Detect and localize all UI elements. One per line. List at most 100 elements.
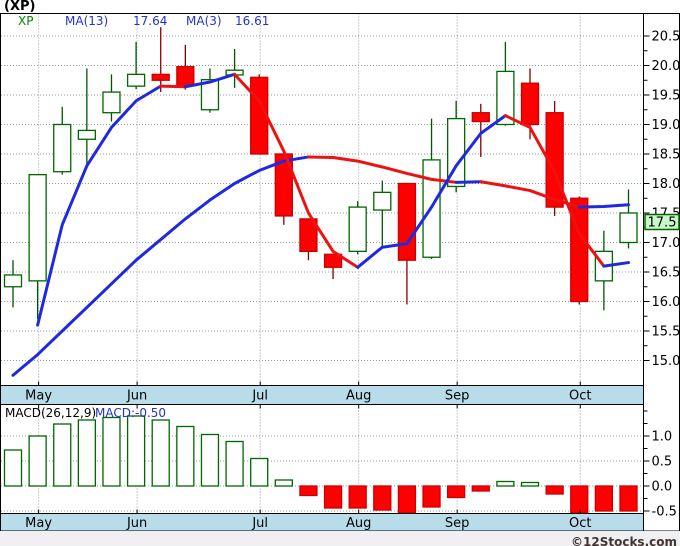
candle	[471, 103, 490, 157]
ma3-line-up-segment	[356, 114, 507, 269]
macd-legend-label: MACD(26,12,9)	[5, 406, 96, 420]
legend-ma3-label: MA(3)	[186, 14, 222, 28]
macd-bar	[373, 485, 392, 511]
candle-body	[3, 274, 23, 288]
candle	[422, 118, 441, 260]
ma13-line-down-segment	[479, 180, 581, 209]
candle	[496, 41, 515, 126]
price-axis-label: 20.0	[652, 59, 680, 74]
month-band	[0, 385, 644, 405]
ma13-line-up-segment	[577, 203, 630, 209]
macd-bar	[545, 485, 564, 495]
macd-bar	[397, 485, 417, 514]
candle-body	[200, 79, 220, 111]
candle	[3, 260, 23, 308]
macd-bar	[126, 415, 146, 487]
candle-body	[496, 70, 515, 126]
month-label: Sep	[445, 516, 470, 531]
candle	[348, 201, 367, 255]
macd-bar	[53, 423, 72, 487]
ma3-line-down-segment	[233, 72, 360, 269]
ma3-line-up-segment	[36, 84, 163, 327]
candle-body	[323, 253, 343, 268]
candle-body	[348, 206, 367, 253]
macd-legend: MACD(26,12,9) MACD:-0.50	[5, 406, 166, 420]
macd-bar	[225, 440, 244, 487]
price-axis-label: 16.0	[652, 295, 680, 310]
symbol-title: (XP)	[4, 0, 36, 14]
candle	[151, 27, 170, 93]
macd-legend-value: MACD:-0.50	[95, 406, 166, 420]
candle	[323, 253, 343, 280]
price-legend: XP MA(13) 17.64 MA(3) 16.61	[18, 14, 269, 28]
candle-body	[28, 173, 47, 282]
month-label: Sep	[445, 389, 470, 404]
candle	[102, 74, 121, 122]
macd-bar	[520, 481, 540, 487]
candle-body	[77, 129, 97, 140]
ma3-line-up-segment	[602, 261, 630, 268]
month-label: Oct	[569, 389, 591, 404]
macd-axis-label: 0.0	[652, 480, 673, 495]
moving-average-lines	[11, 72, 630, 377]
macd-bar	[151, 419, 170, 487]
macd-bar	[3, 449, 23, 487]
price-axis-label: 19.0	[652, 118, 680, 133]
last-price-tag: 17.5	[644, 213, 680, 231]
ma13-line-down-segment	[306, 155, 458, 184]
candle	[274, 153, 293, 225]
macd-bar	[299, 485, 318, 497]
candle-body	[53, 123, 72, 173]
candle-body	[520, 82, 540, 126]
month-label: Jun	[126, 516, 147, 531]
gridlines	[1, 13, 644, 514]
candle-body	[471, 112, 490, 123]
price-axis-label: 18.0	[652, 177, 680, 192]
candle	[126, 41, 146, 90]
macd-bar	[323, 485, 343, 509]
price-axis-label: 16.5	[652, 266, 680, 281]
candlestick-series	[3, 27, 638, 320]
footer-strip: ©12Stocks.com	[0, 531, 680, 546]
price-axis-label: 15.0	[652, 354, 680, 369]
price-axis-label: 17.0	[652, 236, 680, 251]
ma13-line-up-segment	[11, 155, 310, 377]
price-axis-label: 19.5	[652, 89, 680, 104]
candle-body	[570, 197, 589, 303]
month-band	[0, 513, 644, 532]
macd-bar	[348, 485, 367, 509]
month-label: Oct	[569, 516, 591, 531]
macd-bar	[200, 433, 220, 487]
legend-ma13-value: 17.64	[133, 14, 167, 28]
candle-body	[619, 212, 638, 244]
candle-body	[176, 66, 195, 87]
price-axis-label: 20.5	[652, 30, 680, 45]
candle	[299, 218, 318, 261]
macd-bar	[619, 485, 638, 512]
candle	[53, 106, 72, 175]
ma3-line-up-segment	[183, 72, 237, 89]
candle-body	[126, 73, 146, 87]
watermark-link[interactable]: ©12Stocks.com	[571, 535, 677, 546]
macd-axis-label: -0.5	[652, 505, 677, 520]
macd-axis-label: 0.5	[652, 455, 673, 470]
macd-bar	[496, 480, 515, 487]
candle	[373, 180, 392, 249]
candle	[570, 196, 589, 305]
last-price-tag-value: 17.5	[648, 216, 677, 231]
legend-symbol: XP	[18, 14, 33, 28]
macd-bar	[447, 485, 466, 499]
ma3-line-down-segment	[159, 84, 187, 89]
macd-histogram	[3, 415, 638, 514]
macd-bar	[176, 425, 195, 487]
candle	[28, 173, 47, 320]
candle-body	[373, 191, 392, 211]
month-label: Aug	[346, 516, 371, 531]
macd-bar	[102, 416, 121, 487]
macd-bar	[422, 485, 441, 508]
month-label: Jun	[126, 389, 147, 404]
candle-body	[299, 218, 318, 252]
candle-body	[151, 73, 170, 81]
